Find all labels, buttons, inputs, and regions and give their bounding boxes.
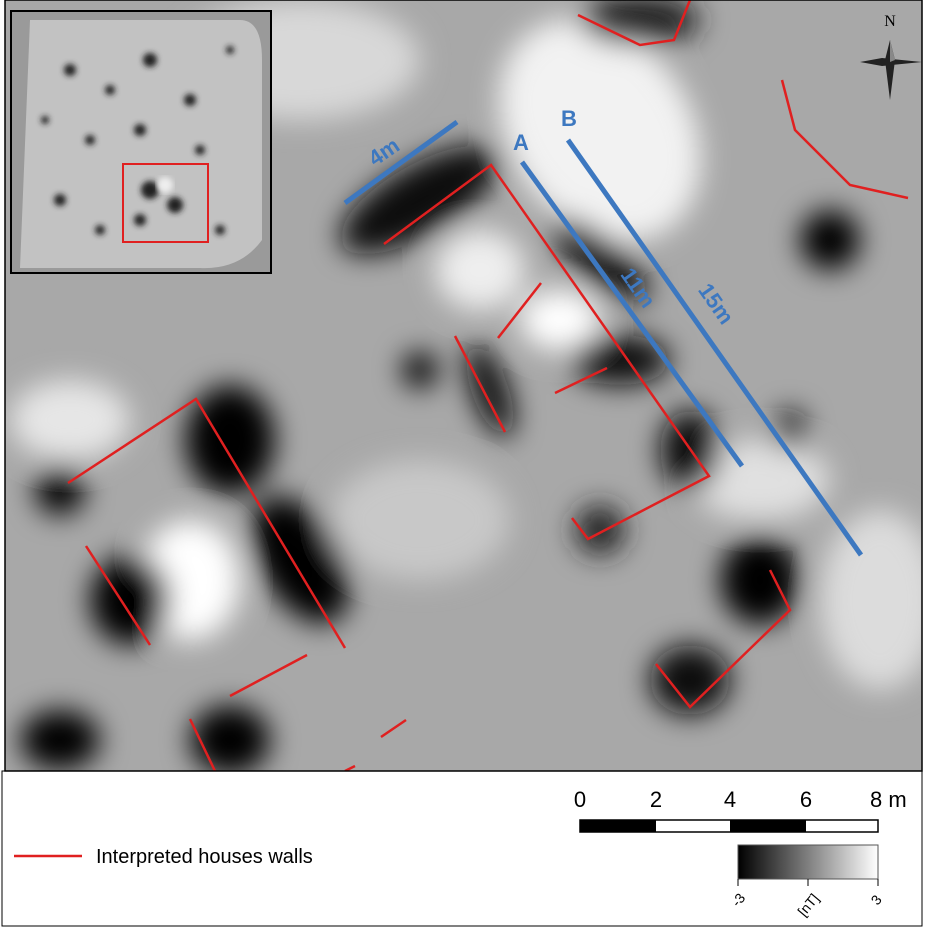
figure: 4m A B 11m 15m N	[0, 0, 925, 928]
colorbar-label: 3	[868, 892, 885, 908]
legend-label: Interpreted houses walls	[96, 846, 313, 868]
legend: Interpreted houses walls	[14, 846, 313, 868]
scale-label: 4	[724, 787, 736, 812]
inset	[10, 10, 272, 274]
colorbar-unit: [nT]	[794, 890, 822, 919]
scale-label: 0	[574, 787, 586, 812]
scale-bar: 0 2 4 6 8 m	[574, 787, 907, 832]
colorbar-label: -3	[728, 890, 748, 910]
scale-label: 8 m	[870, 787, 907, 812]
scale-label: 2	[650, 787, 662, 812]
magnetogram: 4m A B 11m 15m N	[0, 0, 925, 775]
colorbar: -3 [nT] 3	[728, 845, 885, 919]
north-label: N	[884, 13, 896, 30]
profile-label: A	[513, 130, 529, 155]
scale-label: 6	[800, 787, 812, 812]
profile-label: B	[561, 106, 577, 131]
